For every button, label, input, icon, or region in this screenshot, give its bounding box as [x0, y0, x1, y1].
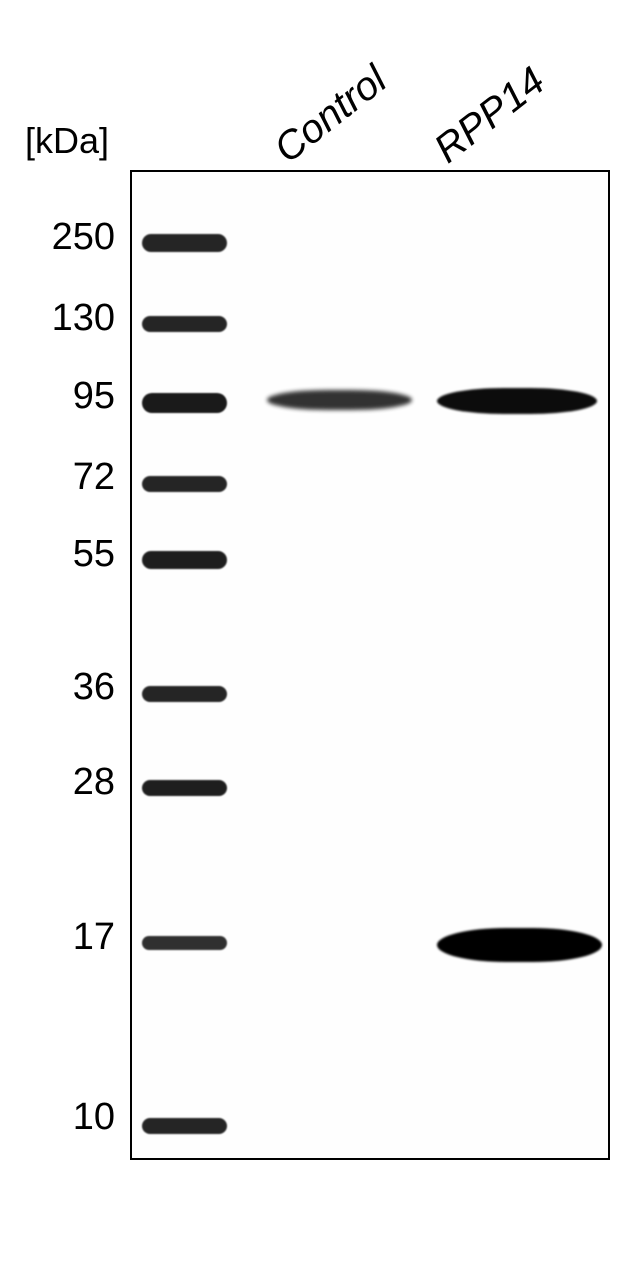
ladder-band [142, 393, 227, 413]
ladder-band [142, 936, 227, 950]
rpp14-band [437, 928, 602, 962]
ladder-band [142, 234, 227, 252]
control-band [267, 390, 412, 410]
ladder-band [142, 551, 227, 569]
mw-label-55: 55 [0, 533, 115, 576]
ladder-band [142, 316, 227, 332]
lane-label-rpp14: RPP14 [426, 59, 554, 172]
rpp14-band [437, 388, 597, 414]
blot-membrane-frame [130, 170, 610, 1160]
ladder-band [142, 686, 227, 702]
ladder-band [142, 780, 227, 796]
blot-figure: [kDa] Control RPP14 250 130 95 72 55 36 28 17 10 [0, 0, 640, 1268]
ladder-band [142, 1118, 227, 1134]
mw-label-72: 72 [0, 456, 115, 499]
mw-label-36: 36 [0, 666, 115, 709]
mw-label-95: 95 [0, 375, 115, 418]
mw-label-250: 250 [0, 216, 115, 259]
axis-unit-label: [kDa] [25, 120, 109, 162]
mw-label-130: 130 [0, 297, 115, 340]
lane-label-control: Control [266, 57, 395, 172]
mw-label-10: 10 [0, 1096, 115, 1139]
mw-label-17: 17 [0, 916, 115, 959]
ladder-band [142, 476, 227, 492]
mw-label-28: 28 [0, 761, 115, 804]
